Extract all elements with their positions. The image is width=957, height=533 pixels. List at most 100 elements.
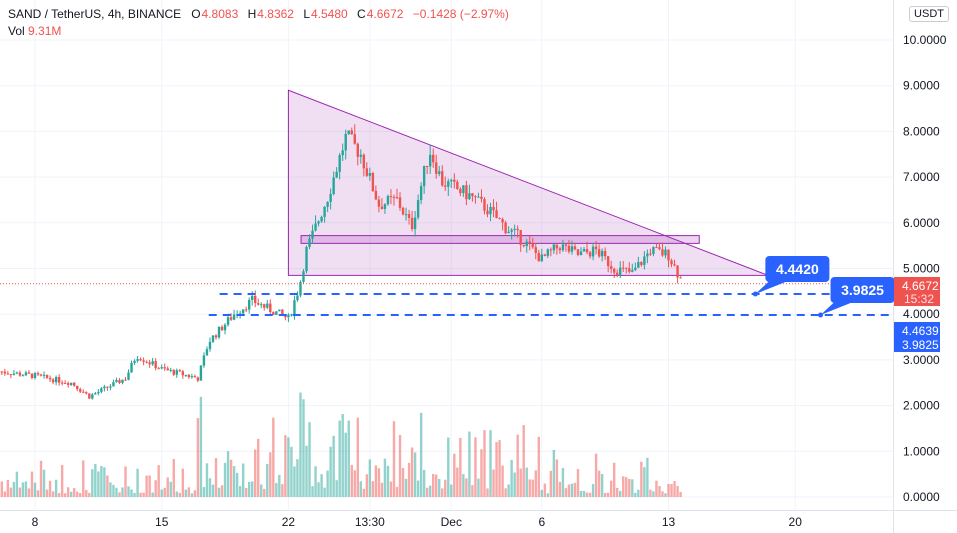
volume-bar (60, 464, 64, 497)
volume-bar (311, 486, 314, 497)
candle-body (287, 314, 290, 318)
candle-body (85, 392, 88, 394)
candle-body (157, 368, 160, 370)
candle-body (196, 377, 200, 381)
volume-bar (368, 459, 372, 497)
volume-bar (528, 479, 531, 497)
volume-bar (392, 421, 396, 497)
volume-bar (425, 487, 429, 497)
currency-button[interactable]: USDT (909, 6, 949, 22)
volume-bar (214, 458, 218, 497)
volume-bar (281, 484, 284, 497)
volume-bar (616, 487, 619, 497)
volume-bar (172, 458, 175, 497)
volume-bar (154, 480, 157, 497)
candle-body (413, 217, 417, 230)
volume-bar (552, 449, 556, 497)
volume-bar (564, 488, 568, 497)
price-tick: 6.0000 (903, 216, 940, 230)
volume-bar (88, 492, 91, 497)
candle-body (344, 133, 347, 151)
volume-bar (326, 470, 329, 497)
candle-body (154, 361, 157, 369)
price-tick: 5.0000 (903, 262, 940, 276)
time-tick: Dec (441, 515, 462, 529)
volume-bar (193, 490, 197, 497)
candle-body (205, 349, 209, 356)
volume-bar (266, 463, 269, 497)
candle-body (160, 367, 163, 369)
volume-bar (374, 465, 378, 497)
candle-body (63, 383, 67, 385)
candle-body (438, 171, 441, 174)
candle-body (374, 190, 378, 200)
volume-bar (519, 468, 522, 497)
time-tick: 13 (662, 515, 676, 529)
low-value: 4.5480 (311, 7, 348, 21)
candle-body (371, 173, 375, 191)
candle-body (631, 269, 634, 272)
candle-body (332, 177, 335, 194)
candle-body (570, 246, 574, 252)
candle-body (133, 360, 136, 363)
candle-body (290, 314, 293, 316)
candle-body (91, 394, 94, 399)
volume-bar (54, 479, 58, 497)
volume-bar (260, 484, 263, 497)
price-tick: 10.0000 (903, 33, 947, 47)
volume-bar (57, 493, 61, 497)
candle-body (97, 391, 100, 394)
volume-label: Vol (8, 24, 25, 38)
candle-body (6, 373, 10, 375)
candle-body (103, 386, 106, 389)
candle-body (492, 206, 495, 211)
volume-bar (251, 481, 254, 497)
volume-bar (175, 491, 178, 497)
candle-body (428, 154, 432, 167)
candle-body (238, 313, 242, 315)
candle-body (66, 383, 70, 385)
price-tick: 4.0000 (903, 307, 940, 321)
candle-body (528, 241, 531, 244)
volume-bar (441, 488, 444, 497)
candle-body (0, 371, 4, 373)
volume-bar (534, 470, 537, 497)
candle-body (664, 249, 667, 256)
volume-bar (39, 460, 43, 497)
volume-bar (335, 480, 338, 497)
candle-body (94, 393, 97, 395)
candle-body (341, 150, 344, 156)
candle-body (45, 374, 49, 378)
volume-bar (543, 483, 547, 497)
candle-body (395, 197, 399, 199)
candle-body (51, 379, 55, 383)
candle-body (36, 373, 40, 375)
volume-bar (570, 483, 574, 497)
candle-body (163, 367, 166, 369)
candle-body (311, 230, 314, 239)
volume-bar (163, 487, 166, 497)
volume-bar (51, 491, 55, 497)
volume-bar (474, 437, 477, 497)
candle-body (579, 251, 583, 256)
volume-bar (646, 457, 649, 497)
candle-body (507, 231, 510, 234)
volume-bar (486, 488, 489, 497)
candle-body (597, 249, 601, 257)
volume-bar (127, 486, 130, 497)
candle-body (661, 249, 664, 256)
volume-bar (679, 491, 682, 497)
candle-body (320, 216, 323, 222)
volume-bar (594, 453, 598, 497)
candle-body (398, 197, 402, 208)
symbol-title[interactable]: SAND / TetherUS, 4h, BINANCE (8, 7, 182, 21)
candle-body (658, 247, 661, 250)
candle-body (326, 201, 329, 207)
volume-bar (501, 465, 504, 497)
candle-body (416, 200, 420, 218)
volume-bar (573, 482, 577, 497)
candle-body (317, 221, 320, 224)
volume-bar (329, 446, 332, 497)
